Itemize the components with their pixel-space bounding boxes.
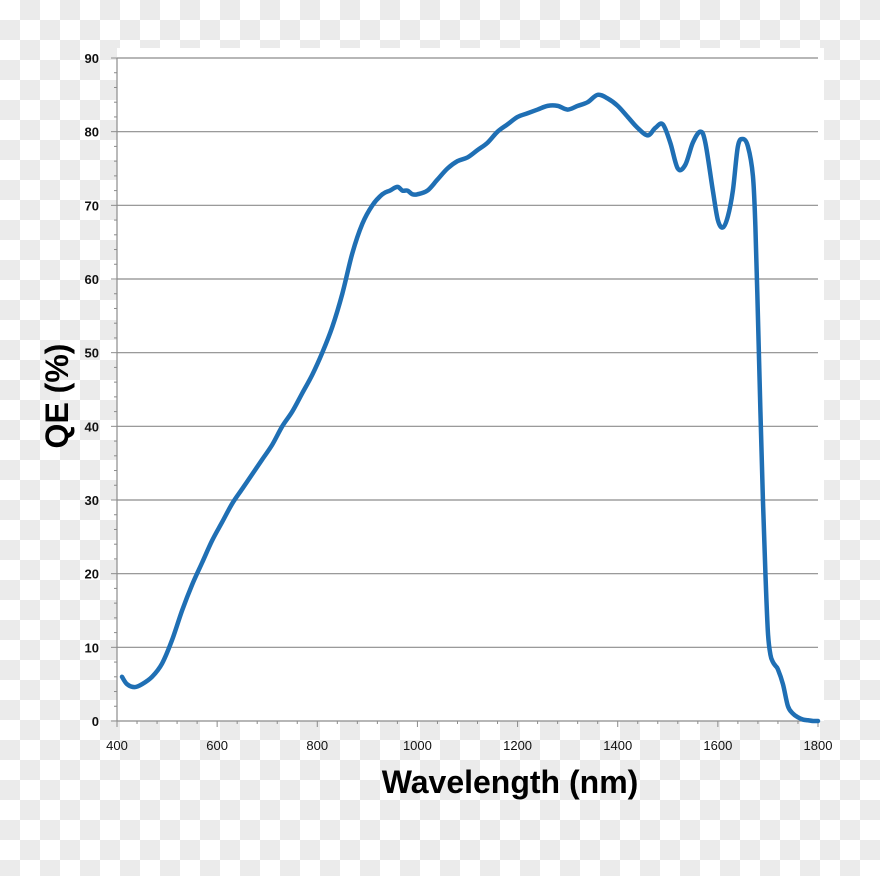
x-tick-label-1600: 1600: [703, 738, 732, 753]
y-tick-label-60: 60: [85, 272, 99, 287]
y-tick-label-0: 0: [92, 714, 99, 729]
plot-background: [117, 48, 824, 721]
series-group: [119, 92, 821, 724]
y-tick-label-40: 40: [85, 419, 99, 434]
y-tick-label-80: 80: [85, 125, 99, 140]
y-tick-label-10: 10: [85, 640, 99, 655]
x-tick-label-1200: 1200: [503, 738, 532, 753]
y-tick-label-30: 30: [85, 493, 99, 508]
y-tick-label-70: 70: [85, 198, 99, 213]
y-tick-label-20: 20: [85, 567, 99, 582]
x-tick-label-600: 600: [206, 738, 228, 753]
x-tick-label-400: 400: [106, 738, 128, 753]
y-tick-label-50: 50: [85, 346, 99, 361]
y-tick-labels: 0 10 20 30 40 50 60 70 80 90: [85, 51, 99, 729]
x-tick-label-800: 800: [306, 738, 328, 753]
y-axis-label: QE (%): [39, 344, 75, 449]
x-tick-label-1000: 1000: [403, 738, 432, 753]
x-tick-labels: 400 600 800 1000 1200 1400 1600 1800: [106, 738, 832, 753]
x-axis-label: Wavelength (nm): [382, 764, 639, 800]
y-tick-label-90: 90: [85, 51, 99, 66]
x-tick-label-1800: 1800: [804, 738, 833, 753]
x-tick-label-1400: 1400: [603, 738, 632, 753]
series-line-qe: [119, 92, 821, 724]
axes: [111, 57, 819, 727]
